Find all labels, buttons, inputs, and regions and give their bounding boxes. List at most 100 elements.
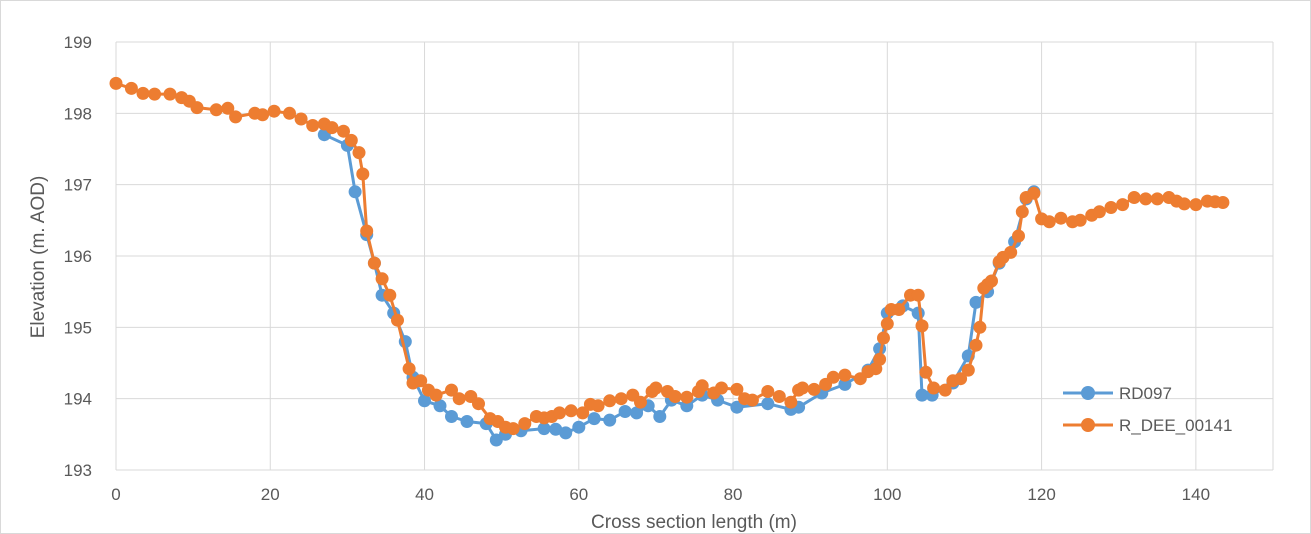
data-point xyxy=(784,395,798,409)
data-point xyxy=(429,388,443,402)
data-point xyxy=(796,381,809,395)
data-point xyxy=(1073,213,1087,227)
data-point xyxy=(969,338,983,352)
x-tick-label: 140 xyxy=(1182,485,1210,504)
data-point xyxy=(772,390,786,403)
data-point xyxy=(472,397,485,411)
legend-item: R_DEE_00141 xyxy=(1063,416,1232,435)
data-point xyxy=(1104,201,1118,214)
data-point xyxy=(877,331,890,345)
data-point xyxy=(190,101,204,115)
data-point xyxy=(969,295,983,309)
y-tick-label: 197 xyxy=(64,176,92,195)
data-point xyxy=(1054,211,1068,225)
data-point xyxy=(375,272,389,286)
data-point xyxy=(402,362,416,376)
data-point xyxy=(1027,186,1041,200)
data-point xyxy=(367,256,381,270)
data-point xyxy=(618,405,632,418)
data-point xyxy=(938,383,952,397)
y-tick-label: 194 xyxy=(64,390,92,409)
data-point xyxy=(1116,198,1130,212)
tick-labels: 193 194 195 196 197 198 199 0 20 40 60 80 100 120 140 xyxy=(64,33,1210,504)
data-point xyxy=(973,320,987,334)
data-point xyxy=(229,110,243,124)
data-point xyxy=(256,108,270,122)
y-tick-label: 195 xyxy=(64,318,92,337)
data-point xyxy=(961,363,975,377)
data-point xyxy=(614,392,628,406)
data-point xyxy=(1139,192,1153,206)
data-point xyxy=(603,413,617,427)
data-point xyxy=(1004,245,1018,259)
data-point xyxy=(1150,192,1164,206)
data-point xyxy=(352,146,366,160)
data-point xyxy=(915,388,929,402)
data-point xyxy=(634,395,647,409)
data-point xyxy=(163,87,177,101)
y-tick-label: 193 xyxy=(64,461,92,480)
data-point xyxy=(915,319,929,333)
legend-label: R_DEE_00141 xyxy=(1119,416,1232,435)
data-point xyxy=(695,379,709,393)
data-point xyxy=(572,420,586,434)
data-point xyxy=(418,394,431,408)
data-point xyxy=(306,119,320,132)
data-point xyxy=(954,372,968,386)
data-point xyxy=(283,106,296,120)
data-point xyxy=(506,422,520,436)
data-point xyxy=(445,383,458,397)
data-point xyxy=(360,224,374,238)
data-point xyxy=(549,422,563,436)
data-point xyxy=(553,406,566,420)
data-point xyxy=(730,400,744,414)
data-point xyxy=(838,368,852,382)
gridlines xyxy=(115,41,1274,471)
y-tick-label: 196 xyxy=(64,247,92,266)
legend-item: RD097 xyxy=(1063,384,1172,403)
data-point xyxy=(124,81,138,95)
x-axis-title: Cross section length (m) xyxy=(591,512,797,533)
series-layer xyxy=(109,76,1230,447)
data-point xyxy=(911,288,925,302)
data-point xyxy=(630,406,644,420)
y-tick-label: 199 xyxy=(64,33,92,52)
data-point xyxy=(715,381,728,395)
data-point xyxy=(761,385,775,398)
x-tick-label: 100 xyxy=(873,485,901,504)
data-point xyxy=(591,399,605,413)
data-point xyxy=(337,124,350,138)
y-tick-label: 198 xyxy=(64,104,92,123)
data-point xyxy=(730,382,744,396)
data-point xyxy=(452,392,466,406)
data-point xyxy=(649,381,663,395)
legend: RD097 R_DEE_00141 xyxy=(1063,384,1232,435)
data-point xyxy=(136,86,150,100)
data-point xyxy=(1042,215,1056,229)
data-point xyxy=(109,76,123,90)
data-point xyxy=(985,274,998,288)
x-tick-label: 120 xyxy=(1027,485,1055,504)
data-point xyxy=(873,352,887,366)
data-point xyxy=(587,412,601,426)
data-point xyxy=(391,313,404,327)
data-point xyxy=(559,426,573,440)
data-point xyxy=(518,417,532,431)
legend-marker xyxy=(1081,386,1095,400)
data-point xyxy=(1127,191,1141,204)
data-point xyxy=(267,104,281,118)
x-tick-label: 40 xyxy=(415,485,434,504)
data-point xyxy=(911,306,925,320)
data-point xyxy=(880,317,894,331)
series-r-dee-00141 xyxy=(109,76,1230,436)
data-point xyxy=(344,133,358,147)
legend-marker xyxy=(1081,418,1095,432)
data-point xyxy=(745,393,759,407)
data-point xyxy=(433,399,447,413)
data-point xyxy=(1189,198,1203,212)
data-point xyxy=(1216,196,1230,209)
data-point xyxy=(838,377,852,391)
data-point xyxy=(148,87,162,101)
